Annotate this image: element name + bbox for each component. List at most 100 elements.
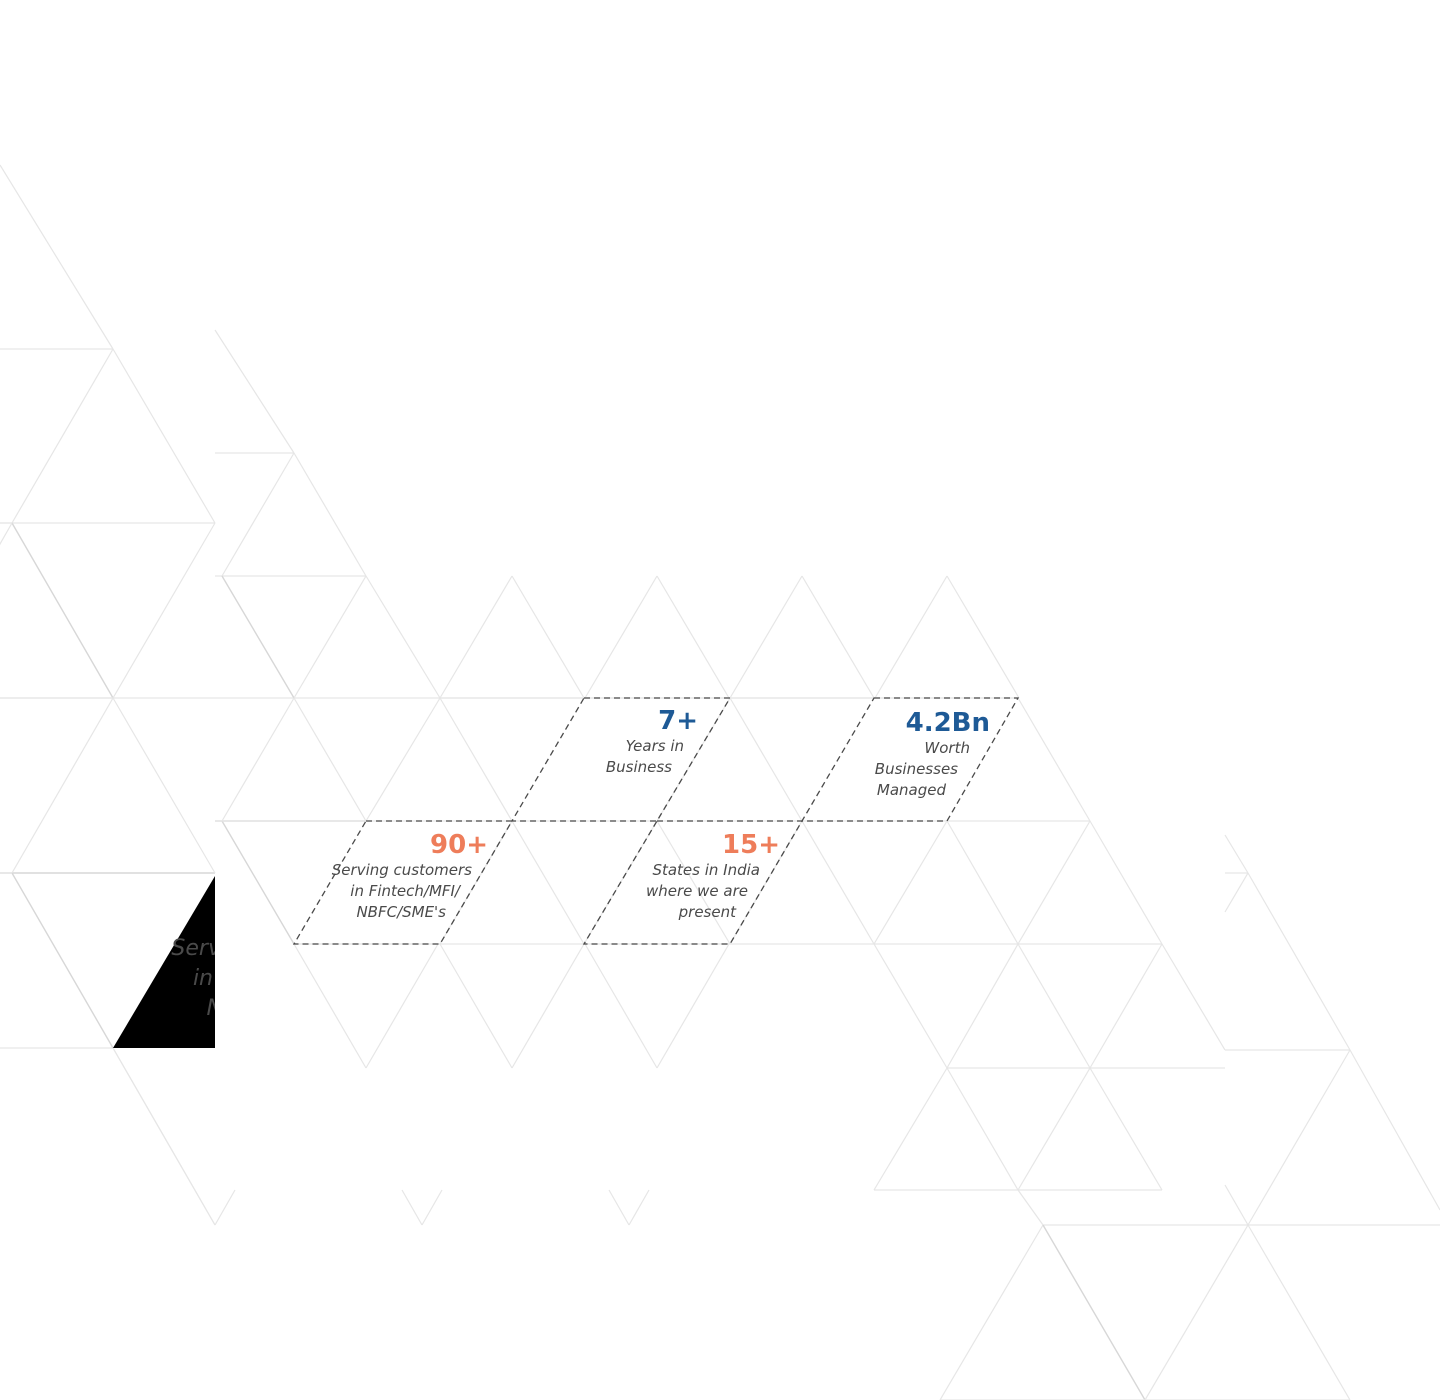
- grid-line: [1247, 1049, 1351, 1226]
- grid-line: [729, 575, 803, 699]
- stat-line: Serving customers: [331, 861, 472, 879]
- stat-years-in-business: 7+ Years in Business: [590, 706, 698, 778]
- stat-value: 15+: [722, 830, 780, 860]
- grid-line: [221, 452, 295, 577]
- grid-line: [873, 943, 948, 1069]
- grid-line: [801, 820, 875, 945]
- grid-line: [1144, 1224, 1249, 1400]
- grid-line: [874, 575, 948, 699]
- grid-line: [1017, 697, 1091, 822]
- stat-businesses-managed: 4.2Bn Worth Businesses Managed: [860, 708, 990, 801]
- stat-value: 4.2Bn: [905, 708, 990, 738]
- grid-line: [608, 1189, 630, 1226]
- stat-tile-outline: [292, 820, 514, 945]
- stat-description: Worth Businesses Managed: [860, 738, 990, 801]
- cropped-line-1: Serv: [171, 936, 215, 961]
- stat-line: Managed: [876, 781, 946, 799]
- grid-line: [1349, 1049, 1440, 1211]
- grid-line: [511, 820, 585, 945]
- grid-line: [939, 1224, 1044, 1400]
- grid-line: [401, 1189, 423, 1226]
- stat-value: 90+: [430, 830, 488, 860]
- grid-line: [1089, 1067, 1163, 1191]
- stat-line: Worth: [924, 739, 970, 757]
- grid-line: [421, 1189, 443, 1226]
- grid-line: [365, 575, 441, 699]
- grid-line: [873, 1067, 948, 1191]
- grid-line: [112, 1047, 216, 1226]
- grid-line: [439, 575, 513, 699]
- stat-line: present: [678, 903, 736, 921]
- grid-line: [946, 575, 1020, 699]
- grid-line: [628, 1189, 650, 1226]
- grid-line: [221, 697, 295, 822]
- stat-tile-outline: [800, 697, 1020, 822]
- grid-line: [293, 697, 367, 822]
- grid-line: [1161, 943, 1226, 1051]
- stat-line: Businesses: [874, 760, 958, 778]
- grid-line: [221, 575, 295, 699]
- grid-line: [1089, 820, 1163, 945]
- grid-line: [1042, 1224, 1146, 1400]
- grid-line: [1017, 1189, 1044, 1226]
- grid-line: [214, 329, 295, 454]
- stat-value: 7+: [658, 706, 698, 736]
- grid-line: [873, 820, 948, 945]
- grid-line: [11, 522, 114, 699]
- grid-line: [1224, 1184, 1249, 1226]
- stat-tile-outline: [510, 697, 732, 822]
- cropped-line-3: N: [171, 994, 215, 1024]
- grid-line: [656, 575, 730, 699]
- grid-line: [0, 164, 114, 350]
- stat-tile-outline: [113, 876, 215, 1048]
- grid-line: [11, 697, 114, 874]
- grid-line: [11, 348, 114, 524]
- stat-line: Years in: [625, 737, 684, 755]
- grid-line: [1224, 834, 1249, 874]
- grid-line: [1089, 943, 1163, 1069]
- grid-line: [946, 943, 1019, 1069]
- grid-line: [511, 575, 585, 699]
- grid-line: [293, 575, 367, 699]
- grid-line: [656, 943, 730, 1069]
- stat-customers-served: 90+ Serving customers in Fintech/MFI/ NB…: [330, 830, 488, 923]
- grid-line: [511, 943, 585, 1069]
- grid-line: [1017, 943, 1091, 1069]
- grid-line: [1247, 872, 1351, 1051]
- grid-line: [365, 943, 439, 1069]
- stat-line: Business: [605, 758, 672, 776]
- stat-line: where we are: [645, 882, 748, 900]
- cropped-tile-text: Serv in N: [130, 930, 215, 1030]
- grid-line: [365, 697, 441, 822]
- grid-line: [1017, 1067, 1091, 1191]
- grid-line: [221, 820, 295, 945]
- grid-line: [946, 1067, 1019, 1191]
- grid-line: [112, 348, 216, 524]
- stat-tile-outline: [582, 820, 804, 945]
- stat-line: States in India: [652, 861, 760, 879]
- grid-line: [584, 943, 658, 1069]
- grid-line: [112, 522, 216, 699]
- grid-line: [11, 872, 114, 1049]
- grid-line: [293, 943, 367, 1069]
- stat-description: States in India where we are present: [630, 860, 780, 923]
- grid-line: [293, 452, 367, 577]
- grid-line: [439, 943, 513, 1069]
- grid-line: [1224, 872, 1249, 913]
- grid-line: [946, 820, 1019, 945]
- grid-line: [112, 697, 216, 874]
- stat-description: Serving customers in Fintech/MFI/ NBFC/S…: [330, 860, 488, 923]
- stat-states-present: 15+ States in India where we are present: [630, 830, 780, 923]
- stat-description: Years in Business: [590, 736, 698, 778]
- grid-line: [1247, 1224, 1351, 1400]
- grid-line: [801, 575, 875, 699]
- grid-line: [656, 820, 731, 945]
- stat-line: in Fintech/MFI/: [350, 882, 460, 900]
- grid-line: [0, 522, 13, 546]
- grid-line: [214, 1189, 236, 1226]
- cropped-line-2: in: [192, 966, 213, 991]
- grid-line: [1017, 820, 1091, 945]
- grid-line: [439, 697, 513, 822]
- stat-line: NBFC/SME's: [356, 903, 446, 921]
